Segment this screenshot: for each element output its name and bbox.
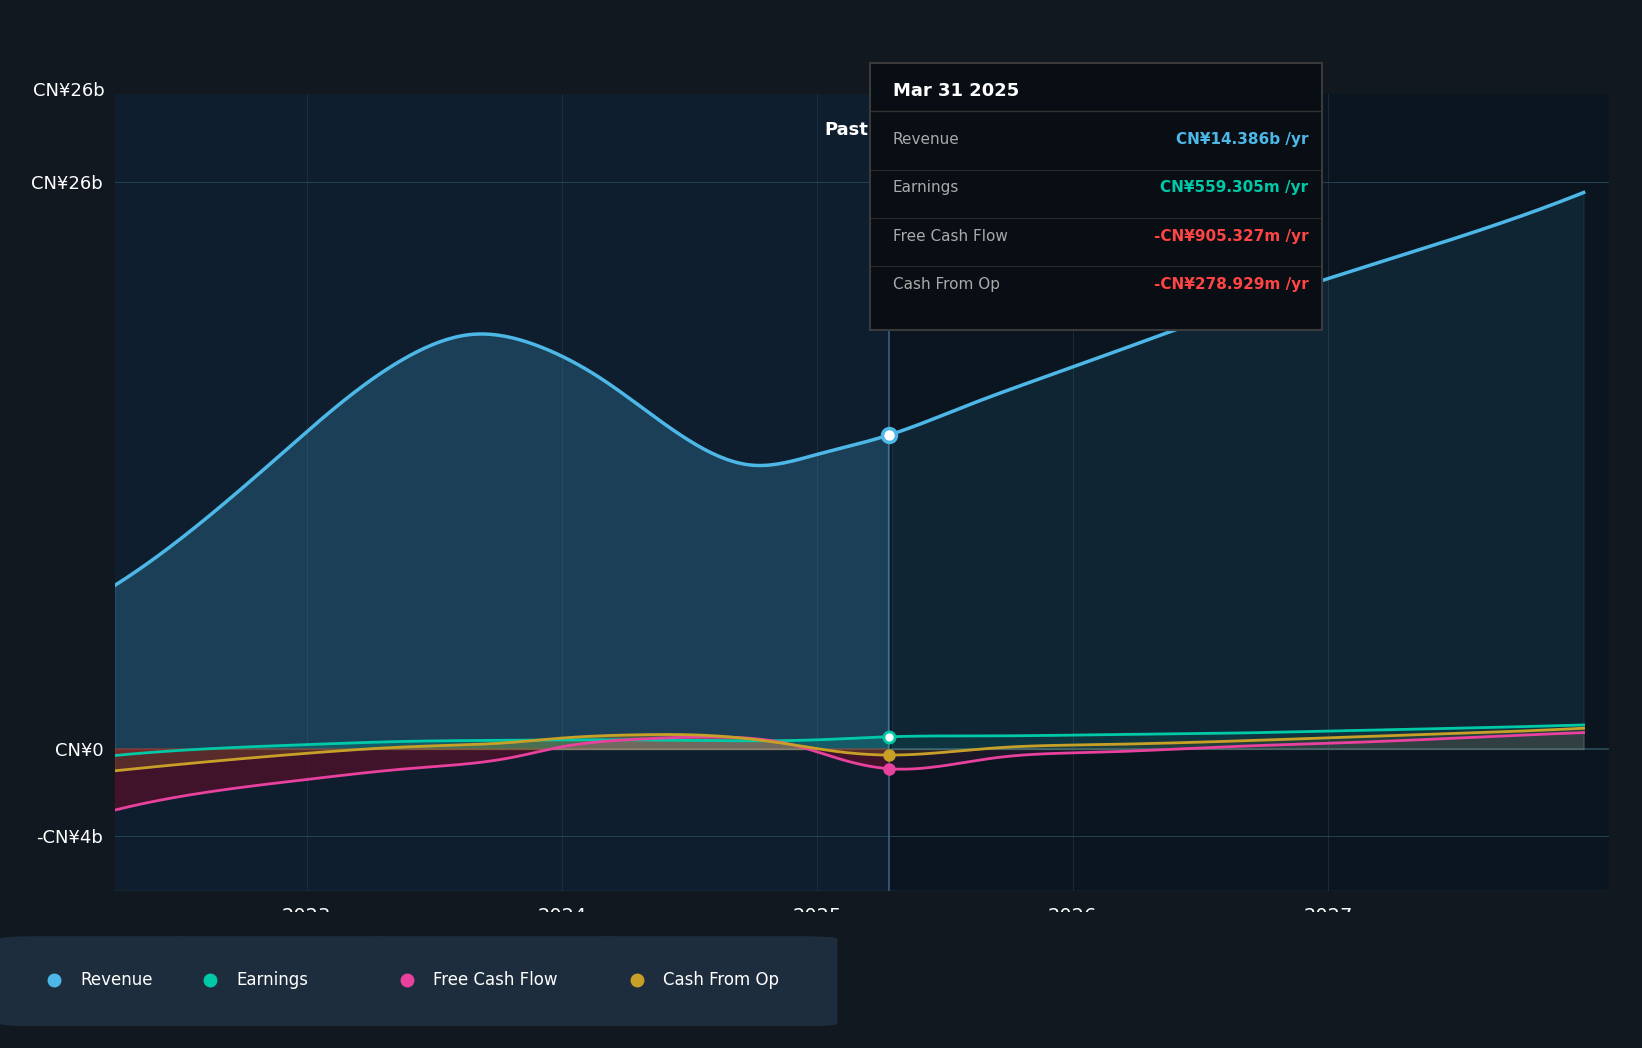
Text: Free Cash Flow: Free Cash Flow — [893, 228, 1008, 243]
FancyBboxPatch shape — [353, 936, 632, 1026]
FancyBboxPatch shape — [156, 936, 402, 1026]
Text: Revenue: Revenue — [893, 132, 959, 148]
Text: Revenue: Revenue — [80, 970, 153, 989]
Text: Analysts Forecasts: Analysts Forecasts — [910, 121, 1077, 138]
Text: -CN¥278.929m /yr: -CN¥278.929m /yr — [1154, 277, 1309, 291]
FancyBboxPatch shape — [0, 936, 205, 1026]
Text: CN¥26b: CN¥26b — [33, 82, 105, 100]
Text: CN¥559.305m /yr: CN¥559.305m /yr — [1161, 180, 1309, 196]
Text: Past: Past — [824, 121, 869, 138]
Text: Cash From Op: Cash From Op — [663, 970, 780, 989]
Bar — [115, 94, 888, 891]
Text: Free Cash Flow: Free Cash Flow — [433, 970, 558, 989]
Text: Earnings: Earnings — [236, 970, 309, 989]
Text: -CN¥905.327m /yr: -CN¥905.327m /yr — [1154, 228, 1309, 243]
Bar — [888, 94, 1609, 891]
Text: Cash From Op: Cash From Op — [893, 277, 1000, 291]
FancyBboxPatch shape — [583, 936, 837, 1026]
Text: Earnings: Earnings — [893, 180, 959, 196]
Text: CN¥14.386b /yr: CN¥14.386b /yr — [1176, 132, 1309, 148]
Text: Mar 31 2025: Mar 31 2025 — [893, 82, 1020, 100]
